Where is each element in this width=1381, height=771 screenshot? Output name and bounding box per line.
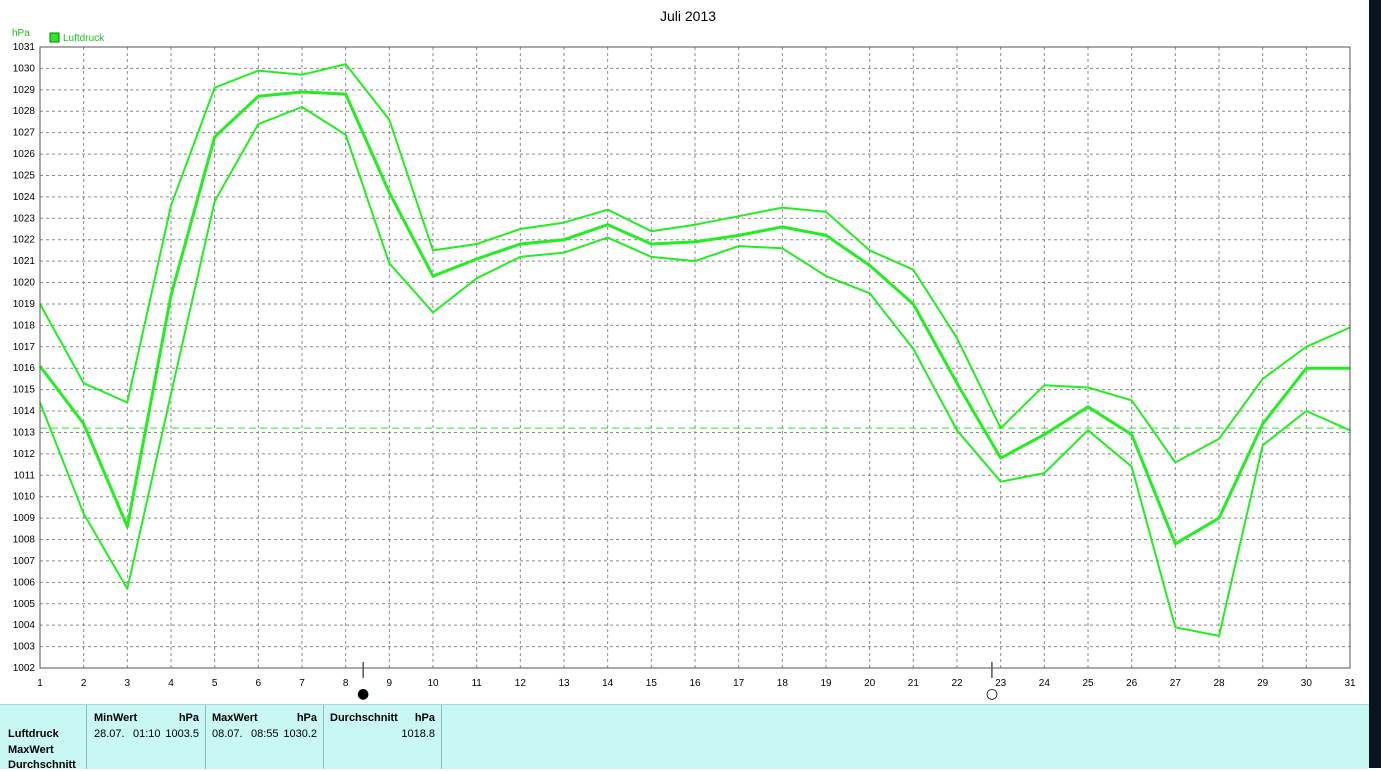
y-tick-label: 1025 <box>13 170 36 181</box>
min-column: MinWert hPa 28.07. 01:10 1003.5 <box>87 705 206 769</box>
min-value: 1003.5 <box>165 728 199 740</box>
max-value: 1030.2 <box>283 728 317 740</box>
row-label-durchschnitt: Durchschnitt <box>8 759 76 771</box>
y-tick-label: 1014 <box>13 406 36 417</box>
x-tick-label: 26 <box>1126 678 1138 689</box>
x-tick-label: 10 <box>427 678 439 689</box>
y-tick-label: 1013 <box>13 427 36 438</box>
row-label-maxwert: MaxWert <box>8 744 54 756</box>
x-tick-label: 20 <box>864 678 876 689</box>
y-tick-label: 1017 <box>13 342 36 353</box>
x-tick-label: 5 <box>212 678 218 689</box>
series-line-avg <box>38 90 1350 546</box>
moon-markers: ● ○ <box>357 662 998 702</box>
avg-value: 1018.8 <box>401 728 435 740</box>
x-tick-label: 3 <box>125 678 131 689</box>
min-date: 28.07. <box>94 728 125 740</box>
y-tick-label: 1004 <box>13 620 36 631</box>
x-tick-label: 17 <box>733 678 745 689</box>
x-tick-label: 11 <box>471 678 482 689</box>
x-tick-label: 31 <box>1344 678 1356 689</box>
min-unit: hPa <box>178 712 199 724</box>
max-header: MaxWert <box>212 712 258 724</box>
y-tick-label: 1020 <box>13 278 36 289</box>
x-tick-label: 9 <box>387 678 393 689</box>
x-tick-label: 21 <box>908 678 920 689</box>
y-tick-label: 1027 <box>13 128 36 139</box>
x-tick-label: 30 <box>1301 678 1313 689</box>
x-axis: 1 2 3 4 5 6 7 8 9 10 11 12 13 14 15 16 17 18 19 20 21 22 23 24 2… <box>37 678 1356 689</box>
x-tick-label: 1 <box>37 678 43 689</box>
y-tick-label: 1026 <box>13 149 36 160</box>
x-tick-label: 8 <box>343 678 349 689</box>
pressure-chart: Juli 2013 hPa Luftdruck 1002 1003 1004 1005… <box>12 8 1356 702</box>
x-tick-label: 4 <box>168 678 174 689</box>
y-tick-label: 1015 <box>13 385 36 396</box>
series-line-min <box>39 106 1351 637</box>
y-tick-label: 1010 <box>13 492 36 503</box>
x-tick-label: 19 <box>820 678 832 689</box>
x-tick-label: 23 <box>995 678 1007 689</box>
x-tick-label: 6 <box>256 678 262 689</box>
y-axis: 1002 1003 1004 1005 1006 1007 1008 1009 1010 1011… <box>13 42 36 674</box>
x-tick-label: 14 <box>602 678 614 689</box>
grid <box>40 47 1350 668</box>
legend-label: Luftdruck <box>63 33 105 44</box>
y-tick-label: 1031 <box>13 42 36 53</box>
y-tick-label: 1008 <box>13 535 36 546</box>
y-tick-label: 1003 <box>13 642 36 653</box>
row-label-column: Luftdruck MaxWert Durchschnitt <box>0 705 87 771</box>
y-tick-label: 1012 <box>13 449 36 460</box>
y-tick-label: 1005 <box>13 599 36 610</box>
min-time: 01:10 <box>133 728 161 740</box>
plot-frame <box>39 46 1351 669</box>
chart-title: Juli 2013 <box>660 8 716 24</box>
y-tick-label: 1023 <box>13 213 36 224</box>
row-label-luftdruck: Luftdruck <box>8 728 59 740</box>
legend-swatch <box>49 32 60 43</box>
y-tick-label: 1006 <box>13 577 36 588</box>
x-tick-label: 18 <box>777 678 789 689</box>
y-unit-label: hPa <box>12 28 30 39</box>
y-tick-label: 1019 <box>13 299 36 310</box>
max-date: 08.07. <box>212 728 243 740</box>
y-tick-label: 1028 <box>13 106 36 117</box>
y-tick-label: 1029 <box>13 85 36 96</box>
series-line-max <box>39 63 1351 464</box>
y-tick-label: 1030 <box>13 63 36 74</box>
x-tick-label: 25 <box>1082 678 1094 689</box>
avg-unit: hPa <box>414 712 435 724</box>
x-tick-label: 15 <box>646 678 658 689</box>
x-tick-label: 22 <box>951 678 963 689</box>
avg-header: Durchschnitt <box>330 712 398 724</box>
y-tick-label: 1021 <box>13 256 36 267</box>
min-header: MinWert <box>94 712 138 724</box>
x-tick-label: 16 <box>689 678 701 689</box>
x-tick-label: 12 <box>515 678 527 689</box>
max-time: 08:55 <box>251 728 279 740</box>
x-tick-label: 29 <box>1257 678 1269 689</box>
x-tick-label: 24 <box>1039 678 1051 689</box>
x-tick-label: 27 <box>1170 678 1182 689</box>
avg-column: Durchschnitt hPa 1018.8 <box>324 705 442 769</box>
x-tick-label: 2 <box>81 678 87 689</box>
y-tick-label: 1007 <box>13 556 36 567</box>
y-tick-label: 1016 <box>13 363 36 374</box>
x-tick-label: 7 <box>299 678 305 689</box>
y-tick-label: 1022 <box>13 235 36 246</box>
stats-table: Luftdruck MaxWert Durchschnitt MinWert h… <box>0 704 1369 771</box>
y-tick-label: 1002 <box>13 663 36 674</box>
y-tick-label: 1024 <box>13 192 36 203</box>
x-tick-label: 28 <box>1213 678 1225 689</box>
series-lines <box>38 63 1351 637</box>
moon-marker-symbol: ● <box>357 686 369 702</box>
moon-marker-symbol: ○ <box>986 686 998 702</box>
max-column: MaxWert hPa 08.07. 08:55 1030.2 <box>206 705 324 769</box>
max-unit: hPa <box>296 712 317 724</box>
y-tick-label: 1018 <box>13 320 36 331</box>
window-edge <box>1369 0 1381 768</box>
x-tick-label: 13 <box>558 678 570 689</box>
y-tick-label: 1009 <box>13 513 36 524</box>
y-tick-label: 1011 <box>13 470 35 481</box>
